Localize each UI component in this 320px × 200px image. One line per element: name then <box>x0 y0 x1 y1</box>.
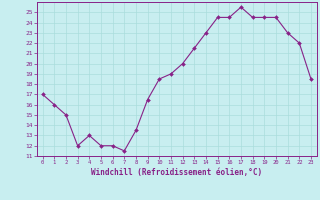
X-axis label: Windchill (Refroidissement éolien,°C): Windchill (Refroidissement éolien,°C) <box>91 168 262 177</box>
